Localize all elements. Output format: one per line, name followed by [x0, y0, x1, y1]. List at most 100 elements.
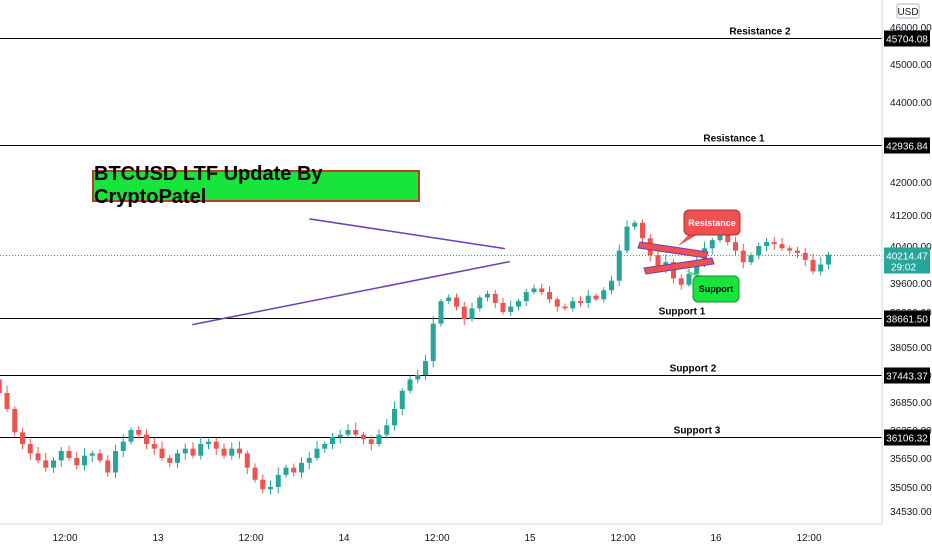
- candle: [229, 442, 235, 460]
- candle: [632, 220, 638, 230]
- level-label: Support 1: [659, 307, 706, 318]
- candle: [748, 252, 754, 265]
- level-price-tag: 37443.37: [884, 367, 930, 384]
- candle: [368, 435, 374, 451]
- candle: [678, 274, 684, 290]
- last-price-value: 40214.47: [886, 252, 928, 263]
- candle: [508, 300, 514, 316]
- y-tick-label: 36850.00: [890, 398, 932, 409]
- candle: [190, 442, 196, 459]
- level-label: Resistance 2: [729, 27, 791, 38]
- candle: [640, 219, 645, 243]
- candle: [89, 450, 95, 463]
- x-tick-label: 16: [710, 533, 722, 544]
- x-tick-label: 15: [524, 533, 536, 544]
- candle: [128, 427, 134, 445]
- candle: [531, 284, 537, 295]
- candle: [477, 295, 483, 312]
- candle: [175, 449, 180, 469]
- candle: [485, 290, 490, 302]
- candle: [322, 441, 328, 453]
- candle: [299, 457, 304, 478]
- candle: [82, 448, 87, 471]
- candle: [244, 450, 250, 475]
- candle: [516, 298, 521, 311]
- candle: [27, 438, 33, 460]
- candle: [733, 236, 738, 256]
- candle: [105, 455, 111, 477]
- candle: [376, 429, 382, 447]
- candle: [616, 244, 622, 287]
- candle: [4, 385, 10, 412]
- time-axis[interactable]: 12:00 13 12:00 14 12:00 15 12:00 16 12:00: [52, 533, 821, 544]
- candle: [268, 480, 273, 495]
- x-tick-label: 12:00: [238, 533, 263, 544]
- candle: [826, 251, 831, 270]
- candle: [384, 419, 390, 439]
- candle: [74, 451, 80, 470]
- candle: [446, 294, 452, 305]
- candle: [144, 429, 149, 450]
- y-tick-label: 46000.00: [890, 23, 932, 34]
- candle: [802, 247, 808, 267]
- y-tick-label: 35650.00: [890, 454, 932, 465]
- candle: [120, 434, 126, 458]
- candle: [58, 447, 64, 467]
- price-axis[interactable]: 34530.0035050.0035650.0036250.0036850.00…: [884, 23, 932, 518]
- currency-label: USD: [897, 7, 918, 18]
- level-label: Resistance 1: [703, 134, 765, 145]
- candle: [353, 422, 359, 439]
- candle: [392, 401, 397, 431]
- candle: [275, 467, 281, 494]
- candle: [314, 441, 320, 461]
- candle: [818, 257, 824, 276]
- candle: [361, 431, 366, 445]
- candle: [787, 245, 793, 255]
- candle: [492, 289, 498, 308]
- candle: [43, 452, 49, 472]
- bar-countdown: 29:02: [891, 263, 916, 274]
- level-price-tag: 42936.84: [884, 137, 930, 154]
- candle: [585, 289, 591, 308]
- candle: [469, 302, 475, 322]
- level-price-tag: 38661.50: [884, 310, 930, 327]
- candle: [151, 437, 157, 455]
- candle: [593, 293, 599, 302]
- candle: [740, 243, 746, 269]
- candle: [206, 438, 211, 450]
- candle: [20, 428, 25, 450]
- candle: [554, 297, 560, 312]
- candle: [198, 436, 204, 460]
- level-label: Support 3: [674, 426, 721, 437]
- triangle-lower-line: [192, 260, 511, 326]
- candle: [35, 447, 41, 464]
- y-tick-label: 39600.00: [890, 279, 932, 290]
- candle: [609, 275, 614, 295]
- candle: [213, 437, 219, 455]
- candle: [136, 426, 142, 439]
- level-price-tag-text: 37443.37: [886, 372, 928, 383]
- annotation-layer: Resistance Support: [637, 209, 741, 303]
- y-tick-label: 34530.00: [890, 507, 932, 518]
- level-price-tag-text: 36106.32: [886, 434, 928, 445]
- candle: [415, 369, 421, 384]
- support-band: [643, 257, 715, 275]
- candle: [795, 246, 800, 259]
- resistance-callout: Resistance: [683, 209, 741, 236]
- level-price-tag: 36106.32: [884, 429, 930, 446]
- level-label: Support 2: [670, 364, 717, 375]
- candle: [0, 379, 2, 393]
- candle: [252, 463, 258, 483]
- currency-badge[interactable]: USD: [896, 3, 920, 19]
- candle: [547, 286, 552, 304]
- candle: [771, 236, 777, 250]
- candle: [283, 464, 289, 478]
- candle: [306, 451, 312, 470]
- y-tick-label: 41200.00: [890, 211, 932, 222]
- candle: [221, 443, 227, 459]
- candle: [407, 375, 413, 394]
- horizontal-levels: Resistance 2 Resistance 1 Support 1 Support…: [0, 27, 882, 438]
- candle: [167, 455, 173, 467]
- resistance-callout-text: Resistance: [688, 218, 736, 228]
